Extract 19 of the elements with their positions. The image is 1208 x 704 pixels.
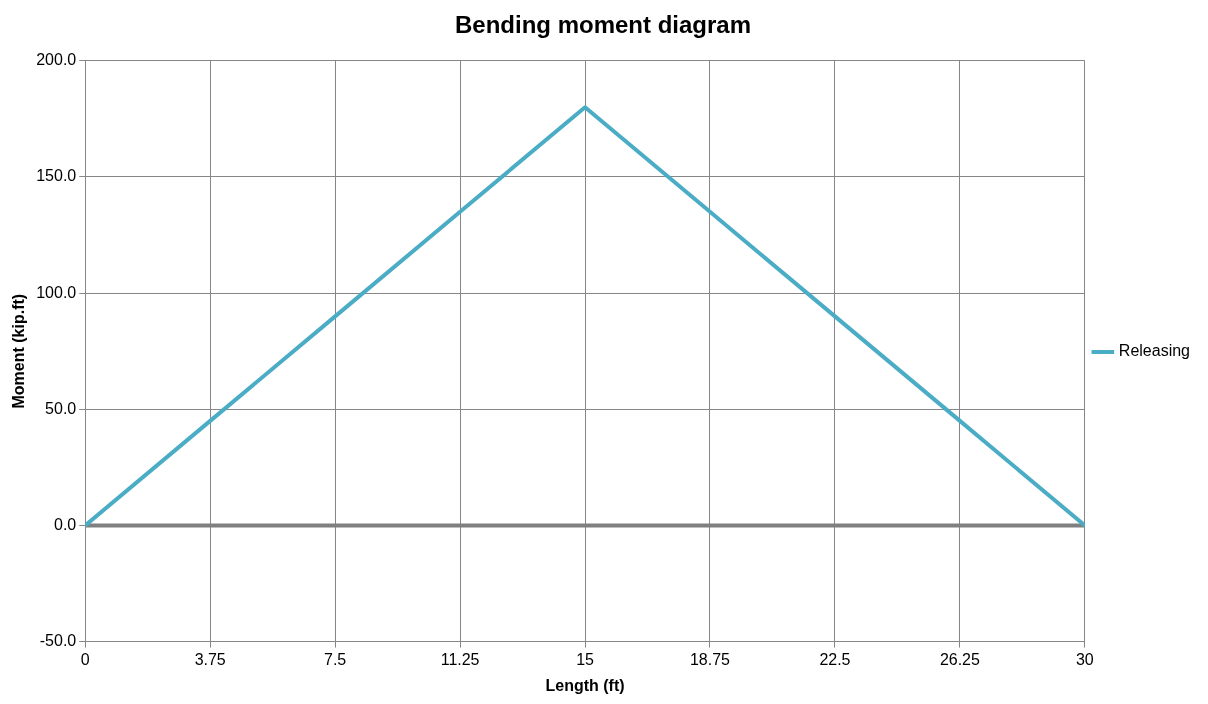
x-tick-label: 30: [1075, 650, 1094, 668]
x-tick-label: 26.25: [939, 650, 981, 668]
y-tick-label: 200.0: [36, 51, 77, 69]
x-tick-label: 15: [576, 650, 595, 668]
x-tick-label: 3.75: [194, 650, 226, 668]
x-axis-title: Length (ft): [545, 676, 625, 694]
y-tick-label: -50.0: [39, 632, 77, 650]
legend-label: Releasing: [1118, 342, 1190, 360]
y-tick-label: 50.0: [45, 399, 77, 417]
chart-title: Bending moment diagram: [454, 11, 752, 39]
y-axis-title: Moment (kip.ft): [10, 293, 28, 409]
x-tick-label: 11.25: [440, 650, 480, 668]
x-tick-label: 22.5: [819, 650, 851, 668]
x-tick-label: 7.5: [324, 650, 347, 668]
y-tick-label: 150.0: [36, 167, 77, 185]
x-tick-label: 18.75: [689, 650, 731, 668]
x-tick-label: 0: [80, 650, 90, 668]
y-tick-label: 100.0: [36, 283, 77, 301]
y-tick-label: 0.0: [53, 515, 77, 533]
